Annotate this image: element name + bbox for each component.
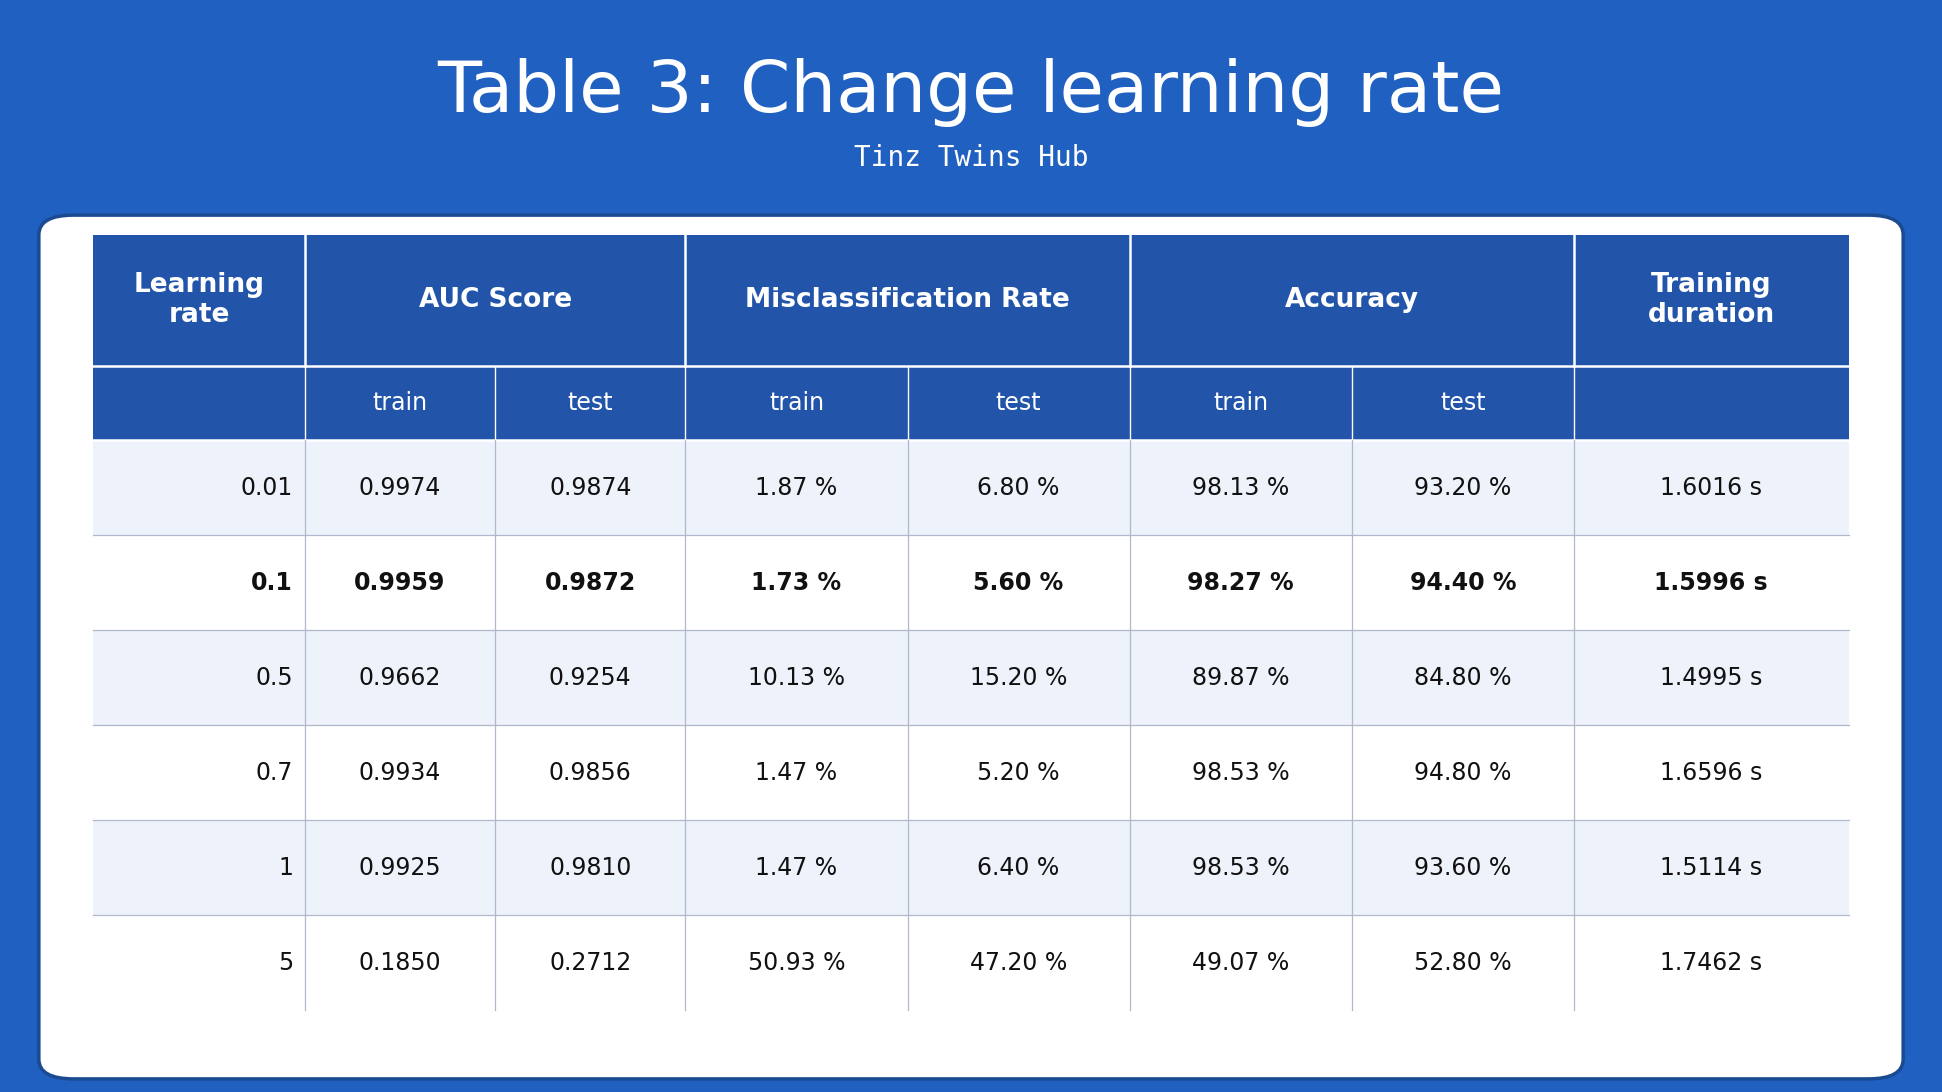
Text: 6.40 %: 6.40 % [977, 856, 1060, 879]
Text: 0.1850: 0.1850 [359, 951, 441, 974]
Text: 98.27 %: 98.27 % [1187, 571, 1293, 594]
Text: Learning
rate: Learning rate [134, 272, 264, 329]
Text: 0.01: 0.01 [241, 476, 293, 499]
Text: 15.20 %: 15.20 % [969, 666, 1068, 689]
Text: train: train [769, 391, 823, 415]
Text: 0.9959: 0.9959 [353, 571, 445, 594]
Text: Misclassification Rate: Misclassification Rate [746, 287, 1070, 313]
Text: 98.53 %: 98.53 % [1192, 761, 1289, 784]
Text: 1.73 %: 1.73 % [752, 571, 841, 594]
Text: 1.5996 s: 1.5996 s [1655, 571, 1767, 594]
Text: 0.9662: 0.9662 [359, 666, 441, 689]
Text: train: train [373, 391, 427, 415]
Text: 0.9934: 0.9934 [359, 761, 441, 784]
Text: 94.40 %: 94.40 % [1410, 571, 1517, 594]
Text: 98.13 %: 98.13 % [1192, 476, 1289, 499]
Text: 94.80 %: 94.80 % [1414, 761, 1511, 784]
Text: 84.80 %: 84.80 % [1414, 666, 1511, 689]
Text: 1.5114 s: 1.5114 s [1660, 856, 1761, 879]
Text: 1.6016 s: 1.6016 s [1660, 476, 1761, 499]
Text: 5.20 %: 5.20 % [977, 761, 1060, 784]
Text: 93.20 %: 93.20 % [1414, 476, 1511, 499]
Text: 0.1: 0.1 [251, 571, 293, 594]
Text: 1.6596 s: 1.6596 s [1660, 761, 1763, 784]
Text: 1.87 %: 1.87 % [755, 476, 837, 499]
FancyBboxPatch shape [93, 725, 1849, 820]
Text: 0.9810: 0.9810 [550, 856, 631, 879]
FancyBboxPatch shape [93, 235, 1849, 366]
Text: 6.80 %: 6.80 % [977, 476, 1060, 499]
Text: Accuracy: Accuracy [1286, 287, 1420, 313]
Text: 47.20 %: 47.20 % [969, 951, 1068, 974]
Text: test: test [567, 391, 614, 415]
Text: 52.80 %: 52.80 % [1414, 951, 1511, 974]
Text: 0.9874: 0.9874 [550, 476, 631, 499]
Text: test: test [1439, 391, 1486, 415]
Text: 1.7462 s: 1.7462 s [1660, 951, 1761, 974]
Text: 5.60 %: 5.60 % [973, 571, 1064, 594]
Text: Tinz Twins Hub: Tinz Twins Hub [854, 144, 1088, 173]
Text: 98.53 %: 98.53 % [1192, 856, 1289, 879]
FancyBboxPatch shape [93, 440, 1849, 535]
Text: 0.9925: 0.9925 [359, 856, 441, 879]
Text: 0.9856: 0.9856 [550, 761, 631, 784]
Text: 1: 1 [278, 856, 293, 879]
Text: 49.07 %: 49.07 % [1192, 951, 1289, 974]
Text: 5: 5 [278, 951, 293, 974]
Text: 93.60 %: 93.60 % [1414, 856, 1511, 879]
FancyBboxPatch shape [93, 366, 1849, 440]
FancyBboxPatch shape [93, 535, 1849, 630]
Text: 0.9254: 0.9254 [550, 666, 631, 689]
Text: 0.5: 0.5 [256, 666, 293, 689]
Text: 1.4995 s: 1.4995 s [1660, 666, 1763, 689]
Text: 0.9974: 0.9974 [359, 476, 441, 499]
Text: Training
duration: Training duration [1647, 272, 1775, 329]
FancyBboxPatch shape [39, 215, 1903, 1079]
Text: 0.7: 0.7 [256, 761, 293, 784]
Text: train: train [1214, 391, 1268, 415]
Text: Table 3: Change learning rate: Table 3: Change learning rate [437, 58, 1505, 128]
Text: 0.2712: 0.2712 [550, 951, 631, 974]
Text: 0.9872: 0.9872 [544, 571, 635, 594]
Text: 50.93 %: 50.93 % [748, 951, 845, 974]
Text: test: test [996, 391, 1041, 415]
Text: 10.13 %: 10.13 % [748, 666, 845, 689]
FancyBboxPatch shape [93, 630, 1849, 725]
Text: 1.47 %: 1.47 % [755, 856, 837, 879]
Text: 89.87 %: 89.87 % [1192, 666, 1289, 689]
FancyBboxPatch shape [93, 915, 1849, 1010]
FancyBboxPatch shape [93, 820, 1849, 915]
Text: 1.47 %: 1.47 % [755, 761, 837, 784]
Text: AUC Score: AUC Score [419, 287, 571, 313]
